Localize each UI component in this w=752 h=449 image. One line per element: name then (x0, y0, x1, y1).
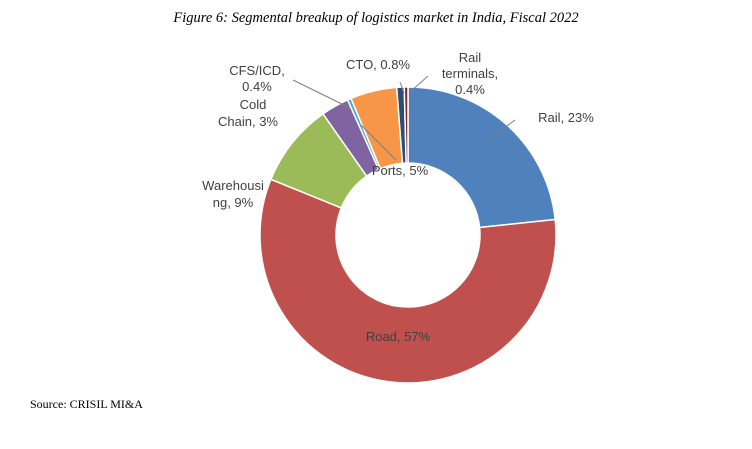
label-line-cold-chain: Chain, 3% (218, 114, 278, 129)
label-rail-terminals: Rail terminals, 0.4% (442, 50, 498, 97)
leader-line-ports (360, 124, 397, 161)
leader-line-rail (484, 119, 516, 143)
label-cfs-icd: CFS/ICD, 0.4% (229, 63, 285, 94)
leader-lines-layer (292, 75, 516, 161)
label-line-warehousing: Warehousi (202, 178, 264, 193)
leader-line-cfs-icd (292, 79, 351, 109)
label-line-road: Road, 57% (366, 329, 431, 344)
leader-line-cto (399, 81, 405, 94)
labels-layer: Rail, 23% Road, 57% Warehousi ng, 9% Cold Cha… (202, 50, 594, 344)
leader-line-rail-terminals (408, 75, 429, 94)
slice-road (259, 178, 557, 384)
source-note: Source: CRISIL MI&A (30, 397, 143, 411)
label-cto: CTO, 0.8% (346, 57, 411, 72)
label-line-cfs-icd: CFS/ICD, (229, 63, 285, 78)
label-line-rail: Rail, 23% (538, 110, 594, 125)
label-line-ports: Ports, 5% (372, 163, 429, 178)
label-line-warehousing: ng, 9% (213, 195, 254, 210)
label-line-cto: CTO, 0.8% (346, 57, 411, 72)
label-warehousing: Warehousi ng, 9% (202, 178, 264, 210)
label-ports: Ports, 5% (372, 163, 429, 178)
label-line-cold-chain: Cold (240, 97, 267, 112)
label-road: Road, 57% (366, 329, 431, 344)
label-cold-chain: Cold Chain, 3% (218, 97, 278, 129)
label-line-rail-terminals: Rail (459, 50, 482, 65)
label-line-rail-terminals: 0.4% (455, 82, 485, 97)
label-rail: Rail, 23% (538, 110, 594, 125)
figure-title: Figure 6: Segmental breakup of logistics… (173, 10, 579, 26)
label-line-cfs-icd: 0.4% (242, 79, 272, 94)
label-line-rail-terminals: terminals, (442, 66, 498, 81)
slice-rail-terminals (403, 86, 409, 164)
slices-layer (259, 86, 557, 384)
slice-rail (407, 86, 557, 229)
